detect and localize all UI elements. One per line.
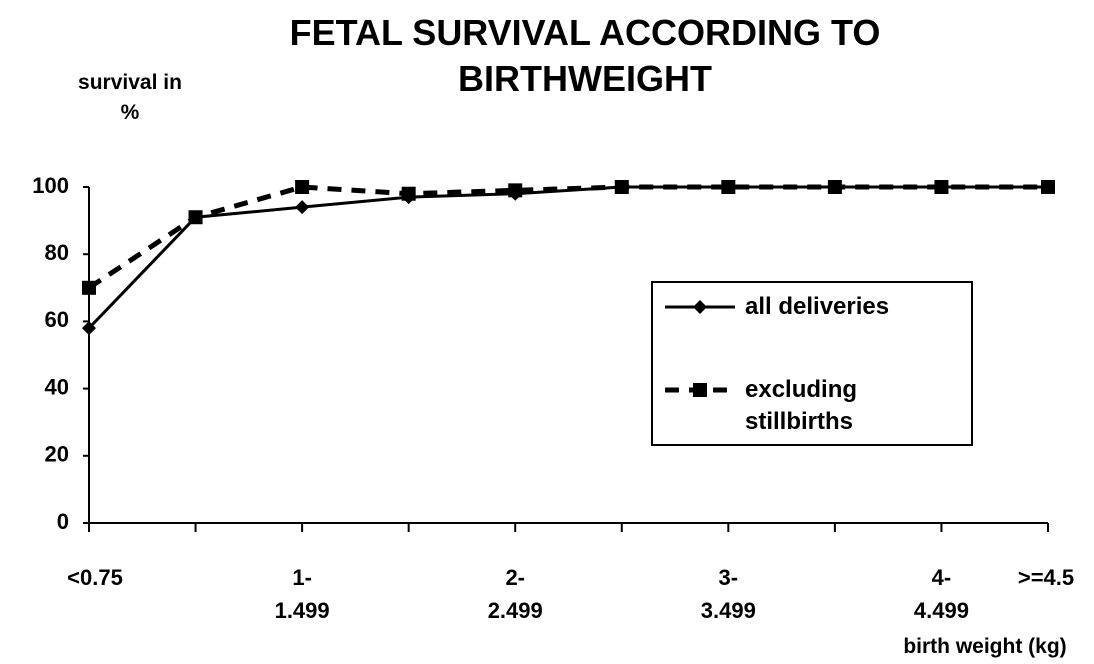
marker bbox=[295, 200, 310, 215]
x-tick-label: 1-1.499 bbox=[274, 565, 330, 623]
x-tick-label: 4-4.499 bbox=[913, 565, 969, 623]
marker bbox=[295, 180, 310, 194]
y-tick-label: 80 bbox=[45, 240, 69, 265]
y-tick-label: 20 bbox=[45, 442, 69, 467]
marker bbox=[401, 186, 416, 201]
y-tick-label: 40 bbox=[45, 374, 69, 399]
chart-title: FETAL SURVIVAL ACCORDING TO BIRTHWEIGHT bbox=[289, 12, 881, 99]
series-line bbox=[87, 184, 1048, 290]
marker bbox=[693, 383, 707, 397]
x-tick-label: 3-3.499 bbox=[700, 565, 756, 623]
marker bbox=[508, 183, 523, 198]
marker bbox=[188, 210, 203, 225]
marker bbox=[693, 300, 707, 314]
y-axis-label: survival in % bbox=[78, 71, 182, 124]
legend-label: all deliveries bbox=[745, 293, 890, 320]
x-tick-label: >=4.5 bbox=[1017, 565, 1075, 590]
legend-box bbox=[651, 281, 973, 446]
x-tick-label: 2-2.499 bbox=[487, 565, 543, 623]
y-tick-label: 0 bbox=[57, 509, 69, 534]
legend-label: excluding stillbirths bbox=[745, 376, 858, 435]
marker bbox=[82, 321, 96, 336]
x-tick-label: <0.75 bbox=[67, 565, 123, 590]
marker bbox=[614, 180, 629, 194]
y-tick-label: 60 bbox=[45, 307, 69, 332]
x-axis-label: birth weight (kg) bbox=[903, 635, 1067, 658]
marker bbox=[1041, 180, 1055, 194]
marker bbox=[721, 180, 736, 194]
marker bbox=[827, 180, 842, 194]
y-tick-label: 100 bbox=[32, 173, 69, 198]
marker bbox=[934, 180, 949, 194]
marker bbox=[82, 280, 96, 295]
